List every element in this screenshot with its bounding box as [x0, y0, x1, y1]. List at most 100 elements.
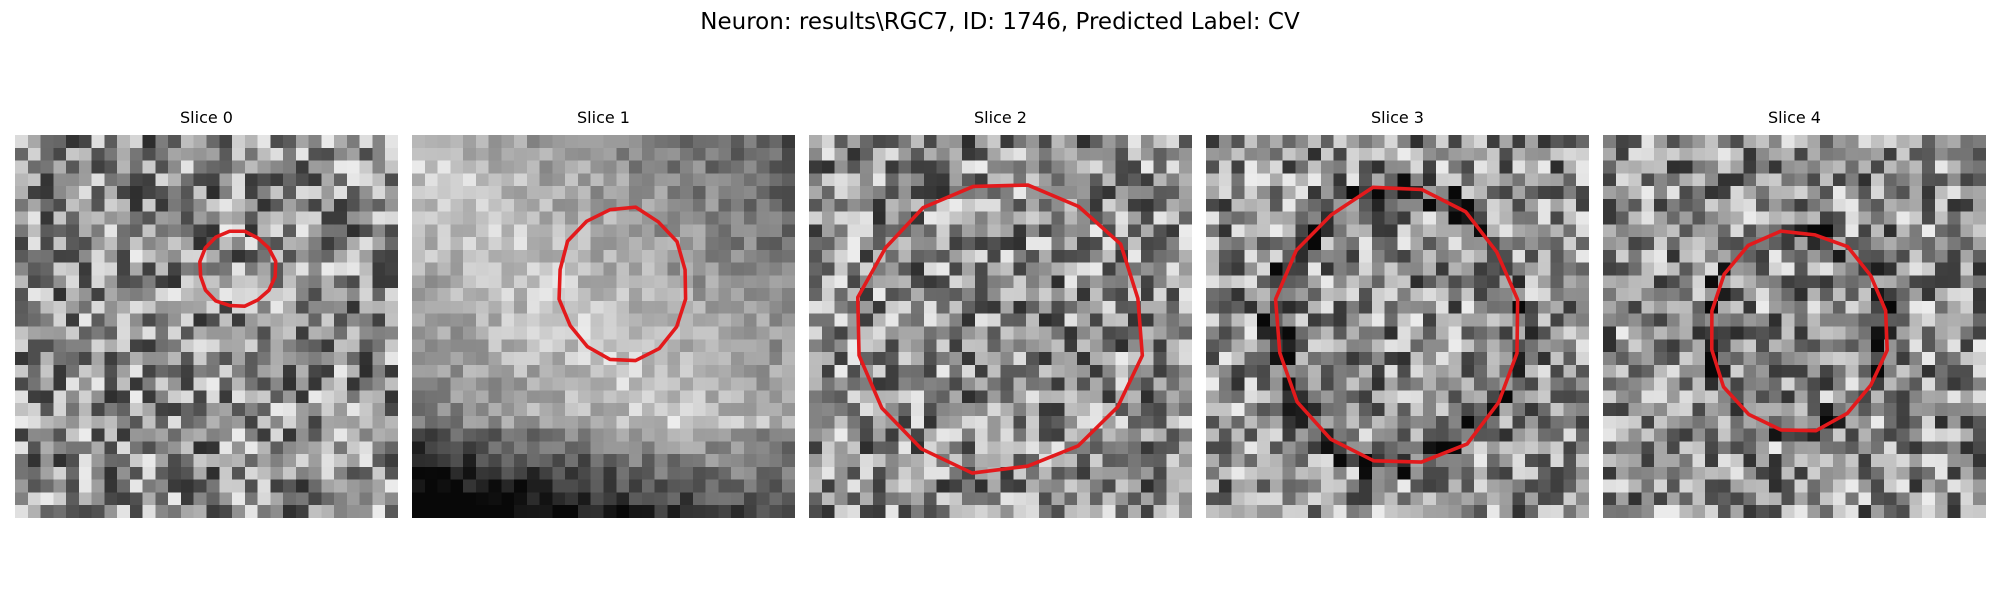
slice-pixel [501, 339, 515, 353]
slice-pixel [911, 262, 925, 276]
slice-pixel [1102, 135, 1116, 149]
slice-pixel [731, 441, 745, 455]
slice-pixel [53, 211, 67, 225]
slice-pixel [756, 352, 770, 366]
slice-pixel [1435, 479, 1449, 493]
slice-pixel [911, 352, 925, 366]
slice-pixel [1934, 377, 1948, 391]
slice-pixel [180, 262, 194, 276]
slice-pixel [1359, 428, 1373, 442]
slice-pixel [424, 275, 438, 289]
slice-pixel [168, 186, 182, 200]
slice-pixel [334, 173, 348, 187]
slice-pixel [680, 454, 694, 468]
slice-pixel [206, 364, 220, 378]
slice-pixel [654, 288, 668, 302]
slice-pixel [718, 364, 732, 378]
slice-pixel [437, 492, 451, 506]
slice-pixel [1244, 479, 1258, 493]
slice-pixel [1628, 415, 1642, 429]
slice-pixel [40, 211, 54, 225]
slice-pixel [104, 415, 118, 429]
slice-pixel [1743, 300, 1757, 314]
slice-pixel [437, 173, 451, 187]
slice-pixel [244, 479, 258, 493]
slice-pixel [501, 466, 515, 480]
slice-pixel [27, 441, 41, 455]
slice-pixel [1628, 390, 1642, 404]
slice-pixel [1499, 505, 1513, 518]
slice-pixel [769, 224, 783, 238]
slice-pixel [1499, 339, 1513, 353]
slice-pixel [987, 249, 1001, 263]
slice-pixel [769, 198, 783, 212]
slice-pixel [1692, 454, 1706, 468]
slice-pixel [1269, 237, 1283, 251]
slice-pixel [1038, 173, 1052, 187]
slice-pixel [1064, 403, 1078, 417]
slice-pixel [117, 505, 131, 518]
slice-pixel [412, 186, 426, 200]
slice-pixel [641, 262, 655, 276]
slice-pixel [129, 198, 143, 212]
slice-pixel [987, 428, 1001, 442]
slice-pixel [1717, 492, 1731, 506]
slice-pixel [1269, 160, 1283, 174]
slice-pixel [1320, 262, 1334, 276]
slice-pixel [1308, 160, 1322, 174]
slice-pixel [565, 249, 579, 263]
slice-pixel [1179, 160, 1192, 174]
slice-pixel [142, 160, 156, 174]
slice-pixel [1550, 211, 1564, 225]
slice-pixel [321, 198, 335, 212]
slice-pixel [705, 403, 719, 417]
slice-pixel [847, 428, 861, 442]
slice-pixel [667, 300, 681, 314]
slice-pixel [1909, 390, 1923, 404]
slice-pixel [1576, 339, 1589, 353]
slice-pixel [1333, 505, 1347, 518]
slice-pixel [1026, 390, 1040, 404]
slice-pixel [987, 173, 1001, 187]
slice-pixel [424, 403, 438, 417]
slice-pixel [1537, 160, 1551, 174]
slice-pixel [1845, 275, 1859, 289]
slice-pixel [1448, 211, 1462, 225]
slice-pixel [847, 403, 861, 417]
slice-pixel [1231, 262, 1245, 276]
slice-pixel [1832, 300, 1846, 314]
slice-pixel [1282, 288, 1296, 302]
slice-pixel [834, 364, 848, 378]
slice-pixel [1563, 454, 1577, 468]
slice-pixel [1934, 173, 1948, 187]
slice-pixel [1934, 390, 1948, 404]
slice-pixel [1346, 288, 1360, 302]
slice-pixel [283, 237, 297, 251]
slice-pixel [1730, 173, 1744, 187]
slice-pixel [923, 403, 937, 417]
slice-pixel [885, 173, 899, 187]
slice-pixel [1384, 352, 1398, 366]
slice-pixel [731, 505, 745, 518]
slice-pixel [1973, 364, 1986, 378]
slice-pixel [1615, 364, 1629, 378]
slice-pixel [898, 135, 912, 149]
slice-pixel [923, 288, 937, 302]
slice-pixel [475, 237, 489, 251]
slice-pixel [1947, 288, 1961, 302]
slice-pixel [809, 186, 823, 200]
slice-pixel [718, 262, 732, 276]
slice-pixel [1832, 249, 1846, 263]
slice-pixel [590, 160, 604, 174]
slice-pixel [1641, 211, 1655, 225]
slice-pixel [1947, 403, 1961, 417]
slice-pixel [552, 441, 566, 455]
slice-pixel [1768, 186, 1782, 200]
slice-pixel [834, 403, 848, 417]
slice-pixel [206, 275, 220, 289]
slice-pixel [1231, 441, 1245, 455]
slice-pixel [232, 211, 246, 225]
slice-pixel [91, 364, 105, 378]
slice-pixel [359, 288, 373, 302]
slice-pixel [1537, 224, 1551, 238]
